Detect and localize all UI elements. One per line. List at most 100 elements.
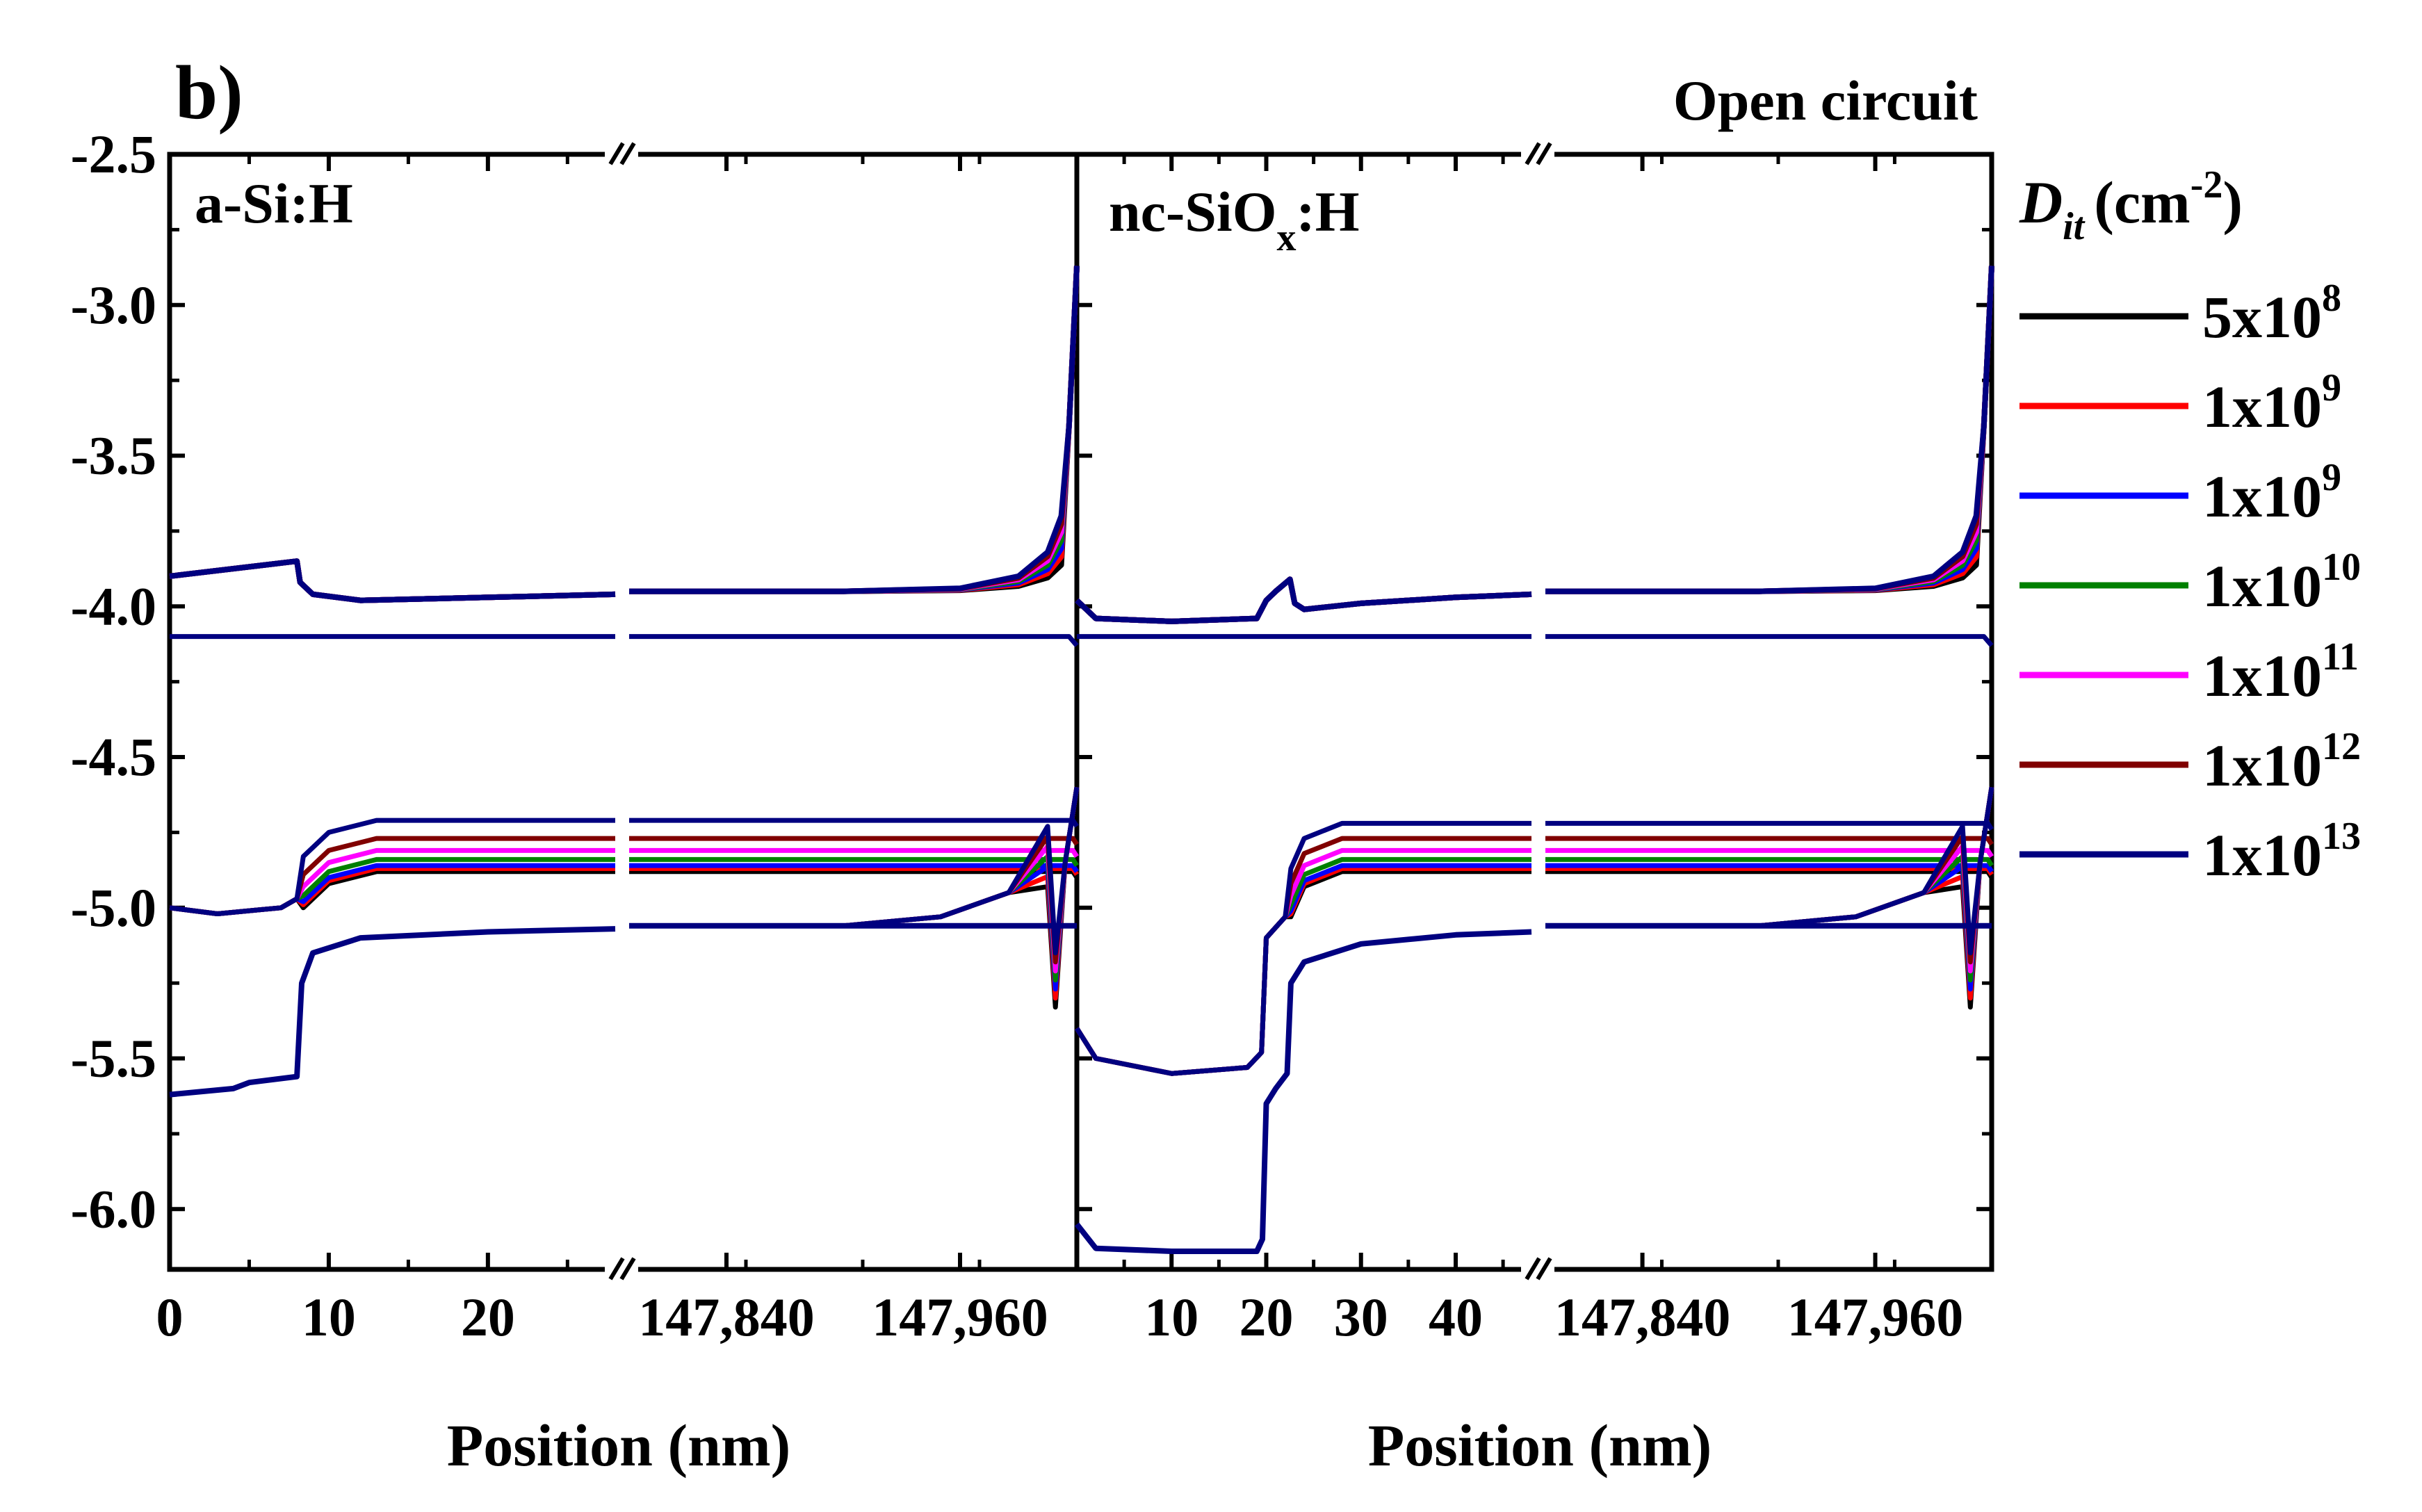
legend-label: 1x109 <box>2202 456 2341 530</box>
quasi-fermi-left <box>169 869 615 916</box>
legend-label: 1x1013 <box>2202 815 2361 888</box>
legend-label: 1x109 <box>2202 366 2341 440</box>
quasi-fermi-right <box>629 869 1079 879</box>
quasi-fermi-right <box>1545 856 1994 867</box>
quasi-fermi-right <box>1545 836 1994 846</box>
hole-band-right <box>1545 786 1994 1010</box>
legend-label: 5x108 <box>2202 277 2341 350</box>
x-tick-label: 20 <box>1240 1287 1294 1347</box>
legend-label-exp: 13 <box>2322 815 2361 858</box>
axis-breaks <box>605 142 1554 1281</box>
conduction-band-right <box>1545 266 1994 594</box>
x-tick-label: 147,960 <box>872 1287 1048 1347</box>
x-tick-label: 147,960 <box>1787 1287 1964 1347</box>
legend-title-main: D <box>2019 169 2063 236</box>
quasi-fermi-left <box>1075 863 1531 1076</box>
valence-band-left <box>169 926 616 1098</box>
legend-label-base: 1x10 <box>2202 373 2322 440</box>
conduction-band-right <box>629 266 1080 594</box>
hole-band-right <box>1545 786 1994 965</box>
x-tick-label: 10 <box>1144 1287 1198 1347</box>
conduction-band-right <box>629 266 1080 594</box>
fermi-level-right <box>629 634 1079 647</box>
valence-band-left <box>1074 929 1532 1254</box>
legend-label-base: 1x10 <box>2202 732 2322 799</box>
y-tick-label: -3.5 <box>71 425 156 486</box>
y-tick-label: -4.0 <box>71 576 156 636</box>
quasi-fermi-right <box>1545 847 1994 858</box>
conduction-band-right <box>629 266 1080 594</box>
band-curves <box>169 266 1994 1254</box>
conduction-band-right <box>1545 266 1994 594</box>
legend-title: Dit (cm-2) <box>2019 163 2243 248</box>
quasi-fermi-right <box>629 863 1079 873</box>
legend-label-exp: 10 <box>2322 546 2361 589</box>
fermi-level-right <box>1545 634 1994 647</box>
hole-band-right <box>1545 786 1994 974</box>
quasi-fermi-right <box>629 856 1079 867</box>
conduction-band-left <box>1075 576 1532 624</box>
conduction-band-right <box>629 266 1080 594</box>
panel-label: b) <box>175 50 243 135</box>
hole-band-right <box>629 786 1080 983</box>
x-axis-label-left: Position (nm) <box>447 1412 791 1479</box>
conduction-band-right <box>629 266 1080 594</box>
legend-label-exp: 12 <box>2322 725 2361 768</box>
y-tick-label: -4.5 <box>71 726 156 787</box>
legend-label-exp: 8 <box>2322 277 2341 320</box>
y-tick-label: -3.0 <box>71 275 156 335</box>
quasi-fermi-right <box>1545 863 1994 873</box>
y-tick-label: -5.0 <box>71 877 156 938</box>
legend-label-base: 1x10 <box>2202 553 2322 619</box>
conduction-band-left <box>1075 576 1532 624</box>
conduction-band-right <box>1545 266 1994 594</box>
ncsiox-title-main: nc-SiO <box>1109 180 1276 243</box>
quasi-fermi-left <box>169 818 615 916</box>
x-tick-label: 30 <box>1334 1287 1388 1347</box>
quasi-fermi-left <box>1075 820 1531 1076</box>
hole-band-right <box>629 786 1080 974</box>
legend-label-exp: 9 <box>2322 366 2341 409</box>
legend-title-unit-close: ) <box>2222 169 2243 236</box>
legend-title-sub: it <box>2063 205 2086 248</box>
conduction-band-left <box>169 558 616 603</box>
condition-label: Open circuit <box>1673 69 1978 132</box>
conduction-band-right <box>1545 266 1994 594</box>
legend-title-unit: (cm <box>2094 169 2190 236</box>
conduction-band-right <box>629 266 1080 594</box>
hole-band-right <box>1545 786 1994 983</box>
quasi-fermi-right <box>1545 820 1994 831</box>
x-tick-label: 0 <box>156 1287 184 1347</box>
conduction-band-left <box>1075 576 1532 624</box>
legend-label-base: 1x10 <box>2202 642 2322 709</box>
quasi-fermi-right <box>1545 869 1994 879</box>
legend-label-base: 5x10 <box>2202 284 2322 350</box>
quasi-fermi-right <box>629 818 1079 828</box>
x-axis-label-right: Position (nm) <box>1368 1412 1712 1479</box>
y-tick-label: -5.5 <box>71 1028 156 1089</box>
quasi-fermi-left <box>1075 869 1531 1076</box>
conduction-band-left <box>1075 576 1532 624</box>
conduction-band-right <box>1545 266 1994 594</box>
legend: Dit (cm-2) 5x1081x1091x1091x10101x10111x1… <box>2019 163 2361 888</box>
quasi-fermi-left <box>169 865 615 916</box>
x-tick-label: 147,840 <box>1554 1287 1731 1347</box>
conduction-band-right <box>629 266 1080 594</box>
x-tick-label: 10 <box>302 1287 356 1347</box>
legend-label-base: 1x10 <box>2202 463 2322 530</box>
conduction-band-right <box>1545 266 1994 594</box>
quasi-fermi-left <box>1075 865 1531 1076</box>
x-tick-label: 147,840 <box>638 1287 815 1347</box>
conduction-band-left <box>1075 576 1532 624</box>
x-tick-label: 0 <box>156 1287 184 1347</box>
legend-label: 1x1010 <box>2202 546 2361 619</box>
panel-title-asi: a-Si:H <box>195 172 353 235</box>
plot-area-border <box>167 152 1994 1272</box>
legend-label-base: 1x10 <box>2202 822 2322 888</box>
x-tick-label: 40 <box>1429 1287 1483 1347</box>
legend-label: 1x1012 <box>2202 725 2361 799</box>
ncsiox-title-tail: :H <box>1296 180 1359 243</box>
conduction-band-left <box>1075 576 1532 624</box>
